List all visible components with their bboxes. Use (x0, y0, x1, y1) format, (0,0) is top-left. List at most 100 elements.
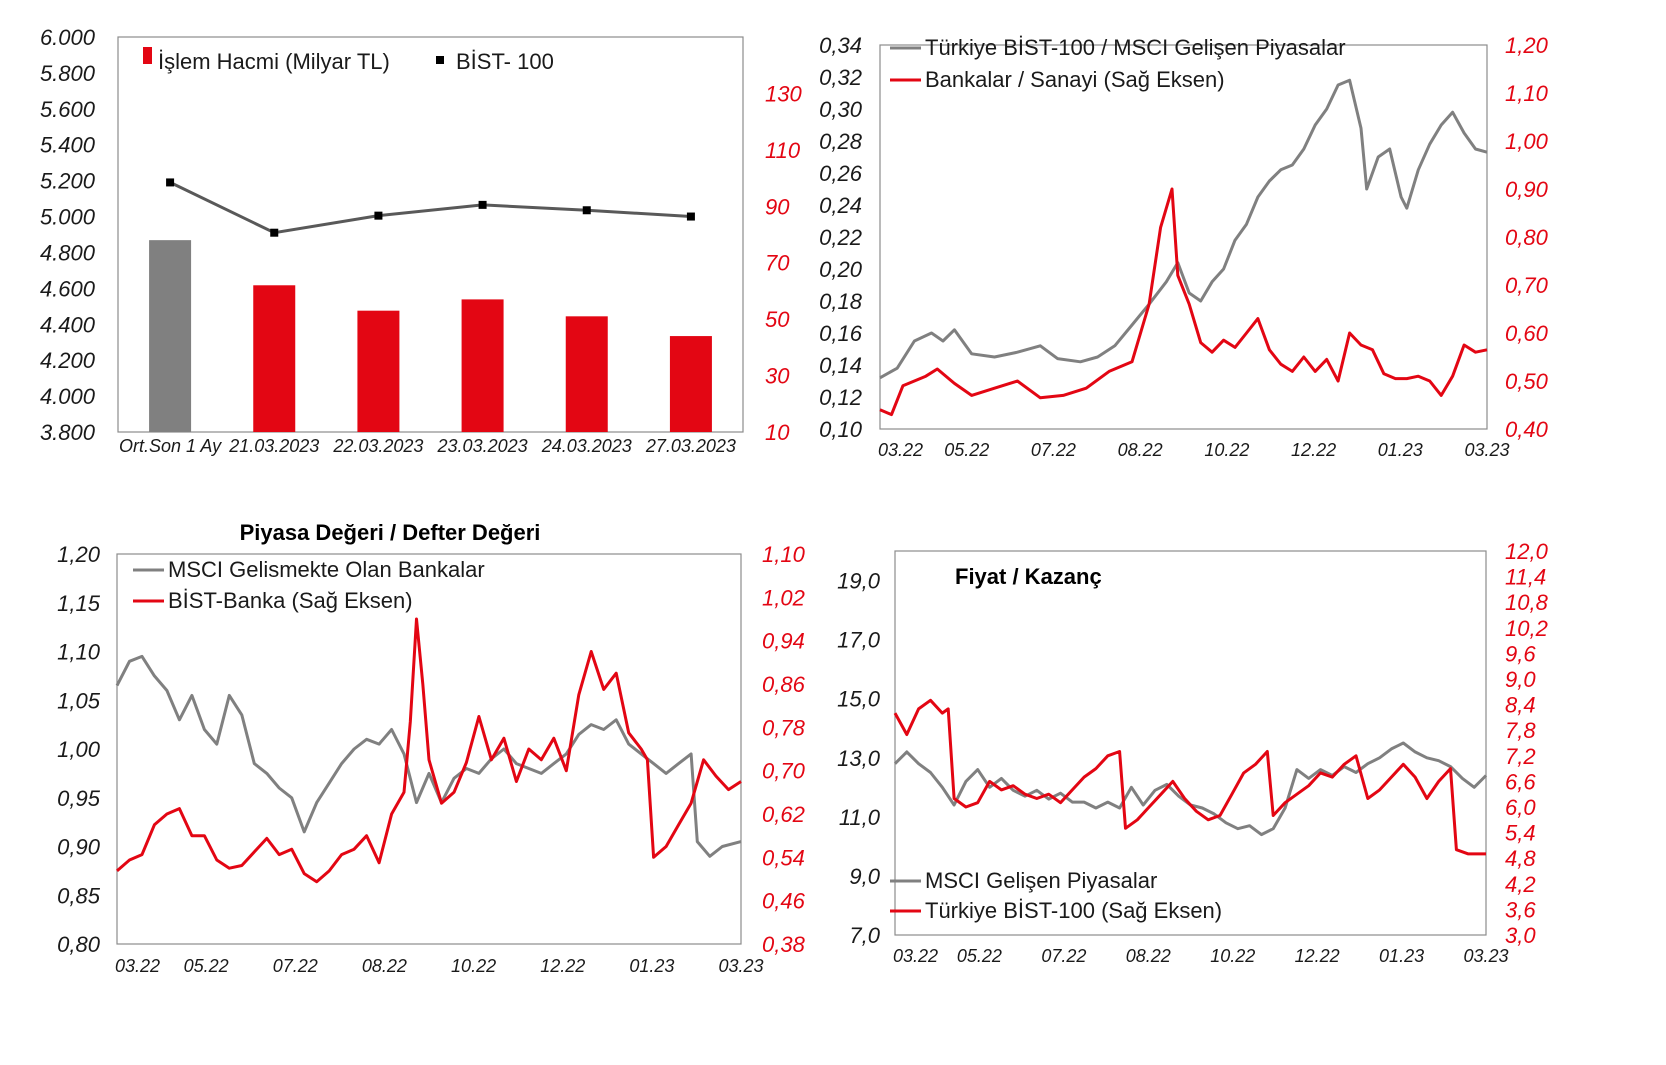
x-axis-tick: 01.23 (629, 956, 674, 976)
right-axis-tick: 1,20 (1505, 33, 1549, 58)
right-axis-tick: 9,6 (1505, 641, 1536, 666)
category-label: 23.03.2023 (437, 436, 528, 456)
left-axis-tick: 1,20 (57, 542, 101, 567)
x-axis-tick: 08.22 (362, 956, 407, 976)
right-axis-tick: 0,86 (762, 672, 806, 697)
right-axis-tick: 0,46 (762, 889, 806, 914)
right-axis-tick: 0,40 (1505, 417, 1549, 442)
x-axis-tick: 03.23 (718, 956, 763, 976)
right-axis-tick: 1,10 (1505, 81, 1549, 106)
left-axis-tick: 0,30 (819, 97, 863, 122)
right-axis-tick: 70 (765, 251, 790, 276)
right-axis-tick: 11,4 (1505, 565, 1546, 590)
x-axis-tick: 10.22 (1210, 946, 1255, 966)
legend-swatch (143, 47, 152, 64)
right-axis-tick: 0,54 (762, 845, 805, 870)
right-axis-tick: 0,70 (1505, 273, 1549, 298)
right-axis-tick: 4,2 (1505, 872, 1536, 897)
right-axis-tick: 0,50 (1505, 369, 1549, 394)
right-axis-tick: 30 (765, 364, 790, 389)
left-axis-tick: 5.800 (40, 61, 96, 86)
volume-bar (149, 240, 192, 432)
x-axis-tick: 01.23 (1379, 946, 1424, 966)
bist100-point (166, 178, 175, 187)
right-axis-tick: 0,80 (1505, 225, 1549, 250)
right-axis-tick: 10 (765, 420, 790, 445)
left-axis-tick: 0,80 (57, 932, 101, 957)
right-axis-tick: 1,02 (762, 585, 805, 610)
x-axis-tick: 07.22 (273, 956, 318, 976)
series-line-1 (893, 698, 1486, 856)
left-axis-tick: 1,05 (57, 688, 101, 713)
left-axis-tick: 0,95 (57, 786, 101, 811)
bist100-point (478, 200, 487, 209)
right-axis-tick: 0,70 (762, 759, 806, 784)
plot-frame (116, 553, 742, 945)
left-axis-tick: 0,22 (819, 225, 862, 250)
left-axis-tick: 0,85 (57, 883, 101, 908)
right-axis-tick: 6,6 (1505, 769, 1536, 794)
left-axis-tick: 7,0 (849, 923, 880, 948)
category-label: 24.03.2023 (541, 436, 632, 456)
right-axis-tick: 110 (765, 138, 801, 163)
legend-entry: Bankalar / Sanayi (Sağ Eksen) (925, 67, 1225, 92)
left-axis-tick: 0,32 (819, 65, 862, 90)
right-axis-tick: 10,8 (1505, 590, 1549, 615)
x-axis-tick: 10.22 (1204, 440, 1249, 460)
category-label: 22.03.2023 (332, 436, 423, 456)
left-axis-tick: 17,0 (837, 628, 881, 653)
volume-bar (565, 316, 608, 432)
x-axis-tick: 12.22 (1291, 440, 1336, 460)
left-axis-tick: 4.800 (40, 240, 96, 265)
x-axis-tick: 07.22 (1031, 440, 1076, 460)
left-axis-tick: 5.600 (40, 97, 96, 122)
x-axis-tick: 08.22 (1126, 946, 1171, 966)
bist100-point (374, 211, 383, 220)
right-axis-tick: 1,00 (1505, 129, 1549, 154)
series-line-1 (116, 617, 742, 884)
left-axis-tick: 0,16 (819, 321, 863, 346)
left-axis-tick: 1,00 (57, 737, 101, 762)
left-axis-tick: 19,0 (837, 569, 881, 594)
legend-entry: MSCI Gelismekte Olan Bankalar (168, 557, 485, 582)
bist100-point (686, 212, 695, 221)
series-line-0 (115, 654, 742, 858)
plot-frame (879, 44, 1488, 430)
x-axis-tick: 03.22 (115, 956, 160, 976)
left-axis-tick: 1,15 (57, 591, 101, 616)
left-axis-tick: 5.000 (40, 205, 96, 230)
x-axis-tick: 01.23 (1378, 440, 1423, 460)
left-axis-tick: 13,0 (837, 746, 881, 771)
x-axis-tick: 05.22 (184, 956, 229, 976)
left-axis-tick: 0,28 (819, 129, 863, 154)
x-axis-tick: 07.22 (1041, 946, 1086, 966)
right-axis-tick: 3,6 (1505, 897, 1536, 922)
right-axis-tick: 0,94 (762, 629, 805, 654)
right-axis-tick: 6,0 (1505, 795, 1536, 820)
plot-frame (117, 36, 744, 433)
legend-entry: MSCI Gelişen Piyasalar (925, 868, 1157, 893)
left-axis-tick: 0,24 (819, 193, 862, 218)
left-axis-tick: 4.400 (40, 312, 96, 337)
left-axis-tick: 3.800 (40, 420, 96, 445)
left-axis-tick: 0,14 (819, 353, 862, 378)
left-axis-tick: 4.000 (40, 384, 96, 409)
left-axis-tick: 0,10 (819, 417, 863, 442)
volume-bist100-chart: 6.000 5.800 5.600 5.400 5.200 5.000 4.800 4.600… (40, 25, 803, 456)
x-axis-tick: 03.23 (1463, 946, 1508, 966)
left-axis-tick: 0,18 (819, 289, 863, 314)
left-axis-tick: 0,34 (819, 33, 862, 58)
right-axis-tick: 12,0 (1505, 539, 1549, 564)
left-axis-tick: 1,10 (57, 640, 101, 665)
x-axis-tick: 12.22 (540, 956, 585, 976)
category-label: Ort.Son 1 Ay (119, 436, 222, 456)
left-axis-tick: 15,0 (837, 687, 881, 712)
volume-bar (461, 299, 504, 432)
pd-dd-chart: 1,20 1,15 1,10 1,05 1,00 0,95 0,90 0,85 0,80 1,10… (57, 520, 805, 976)
category-label: 21.03.2023 (228, 436, 319, 456)
x-axis-tick: 05.22 (944, 440, 989, 460)
right-axis-tick: 0,62 (762, 802, 805, 827)
x-axis-tick: 10.22 (451, 956, 496, 976)
right-axis-tick: 130 (765, 81, 802, 106)
